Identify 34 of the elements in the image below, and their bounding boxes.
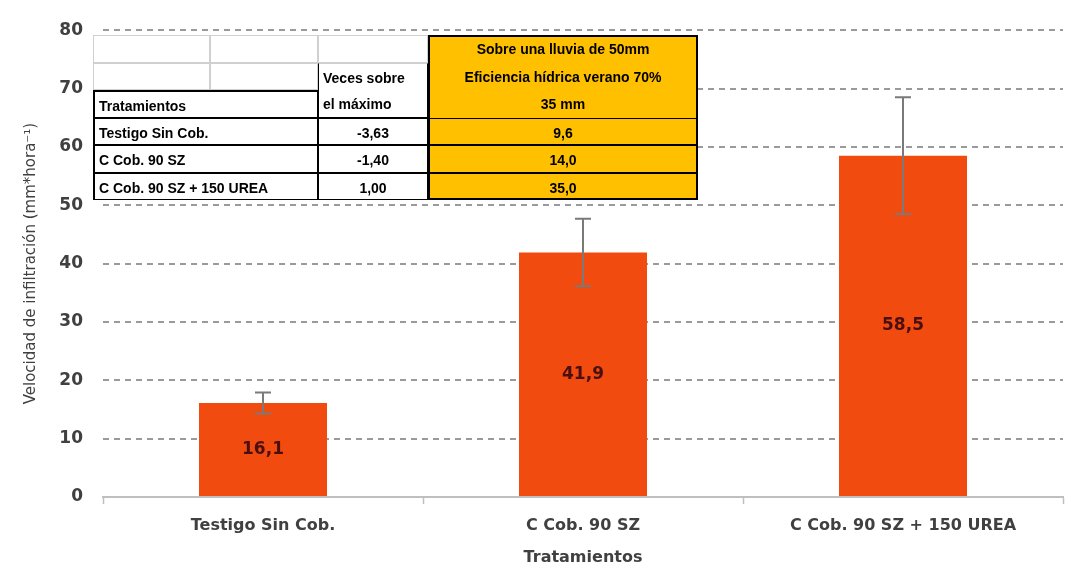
data-label: 58,5 [882, 314, 924, 335]
annotation: 35,0 [428, 172, 698, 200]
x-tick-label: Testigo Sin Cob. [190, 514, 336, 534]
y-tick-label: 40 [59, 252, 84, 273]
annotation: 35 mm [539, 95, 587, 114]
annotation: C Cob. 90 SZ [93, 145, 318, 173]
y-axis-title: Velocidad de infiltración (mm*hora⁻¹) [20, 122, 39, 405]
y-tick-label: 10 [59, 427, 84, 448]
y-tick-label: 0 [71, 485, 84, 506]
annotation: -3,63 [318, 117, 428, 145]
y-tick-label: 50 [59, 193, 84, 214]
annotation: Veces sobre el máximo [318, 62, 428, 118]
annotation: 1,00 [318, 172, 428, 200]
y-tick-label: 30 [59, 310, 84, 331]
annotation: 9,6 [428, 117, 698, 145]
annotation: -1,40 [318, 145, 428, 173]
annotation: 14,0 [428, 145, 698, 173]
x-tick-label: C Cob. 90 SZ + 150 UREA [789, 514, 1017, 534]
annotation: Sobre una lluvia de 50mm [475, 40, 651, 59]
annotation: Testigo Sin Cob. [93, 117, 318, 145]
y-tick-label: 70 [59, 76, 84, 97]
bar [519, 252, 647, 496]
y-tick-label: 60 [59, 135, 84, 156]
bar [199, 403, 327, 496]
data-label: 41,9 [562, 362, 604, 383]
y-tick-label: 20 [59, 368, 84, 389]
x-axis-title: Tratamientos [523, 546, 643, 566]
y-tick-label: 80 [59, 18, 84, 39]
annotation: Tratamientos [93, 90, 318, 118]
annotation: C Cob. 90 SZ + 150 UREA [93, 172, 318, 200]
annotation: Eficiencia hídrica verano 70% [463, 67, 663, 87]
x-tick-label: C Cob. 90 SZ [525, 514, 641, 534]
data-label: 16,1 [242, 437, 284, 458]
bar [839, 155, 967, 496]
